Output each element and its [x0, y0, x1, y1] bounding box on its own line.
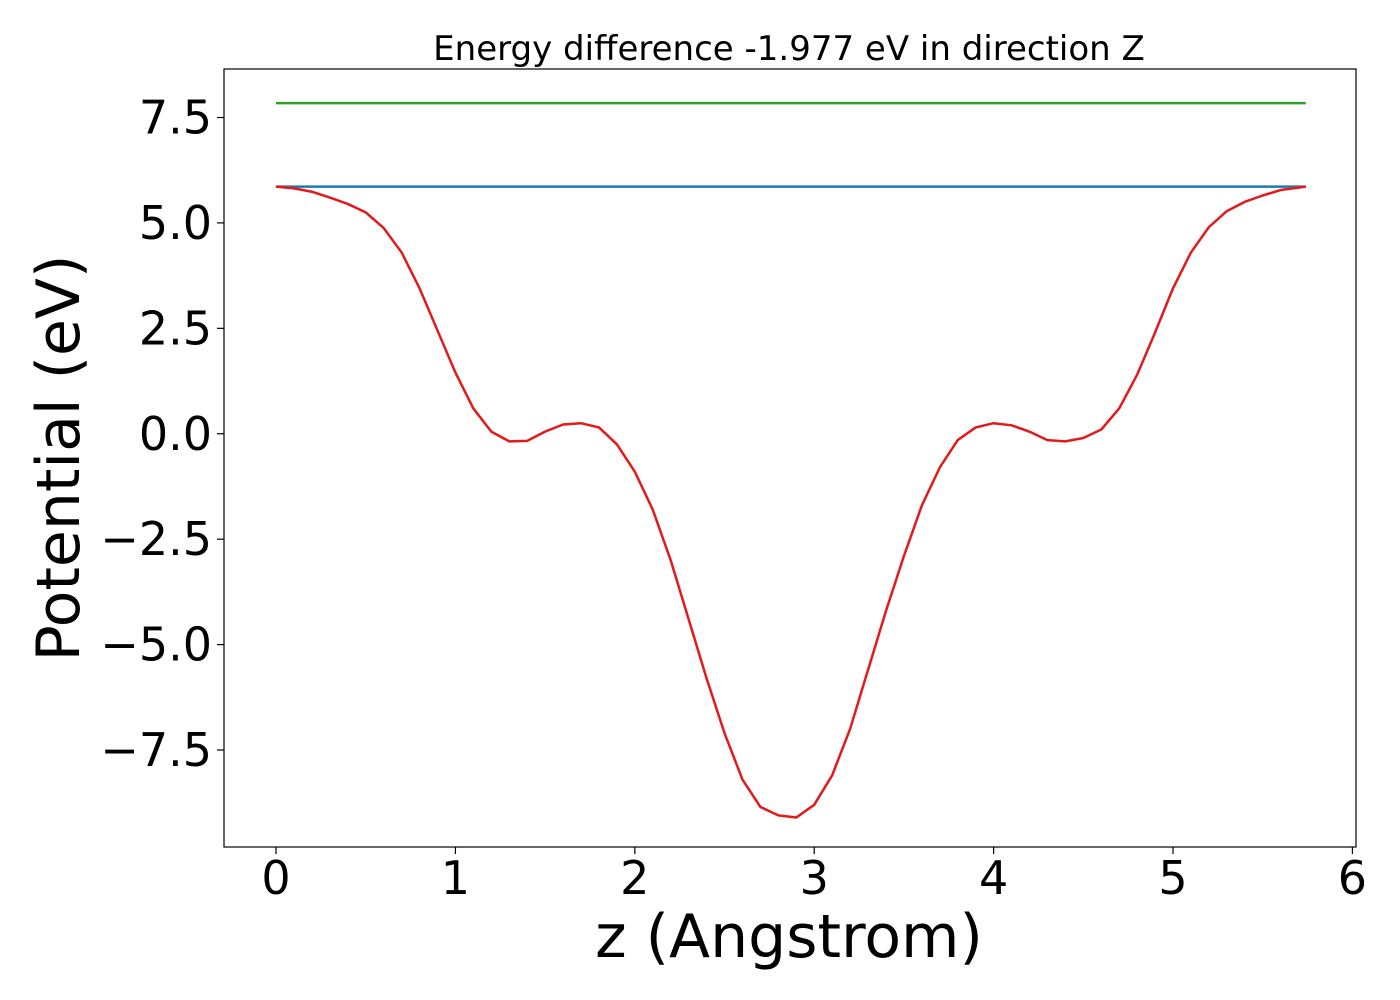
plot-frame: [223, 68, 1357, 848]
series-layer: [275, 101, 1306, 819]
chart-title: Energy difference -1.977 eV in direction…: [433, 29, 1145, 69]
x-tick-label: 6: [1338, 851, 1367, 905]
x-tick-label: 5: [1158, 851, 1187, 905]
y-tick-label: 2.5: [139, 301, 212, 355]
series-line-2: [275, 185, 1306, 819]
y-tick-label: 0.0: [139, 407, 212, 461]
x-tick-label: 1: [441, 851, 470, 905]
y-ticks: 7.5 5.0 2.5 0.0 −2.5 −5.0 −7.5: [100, 90, 224, 777]
y-tick-label: −7.5: [100, 723, 212, 777]
y-tick-label: 5.0: [139, 196, 212, 250]
x-tick-label: 3: [800, 851, 829, 905]
x-tick-label: 0: [261, 851, 290, 905]
y-axis-label: Potential (eV): [24, 255, 94, 662]
x-tick-label: 2: [620, 851, 649, 905]
y-tick-label: −2.5: [100, 512, 212, 566]
x-ticks: 0 1 2 3 4 5 6: [261, 847, 1367, 905]
x-tick-label: 4: [979, 851, 1008, 905]
x-axis-label: z (Angstrom): [595, 902, 983, 972]
y-tick-label: 7.5: [139, 90, 212, 144]
y-tick-label: −5.0: [100, 618, 212, 672]
